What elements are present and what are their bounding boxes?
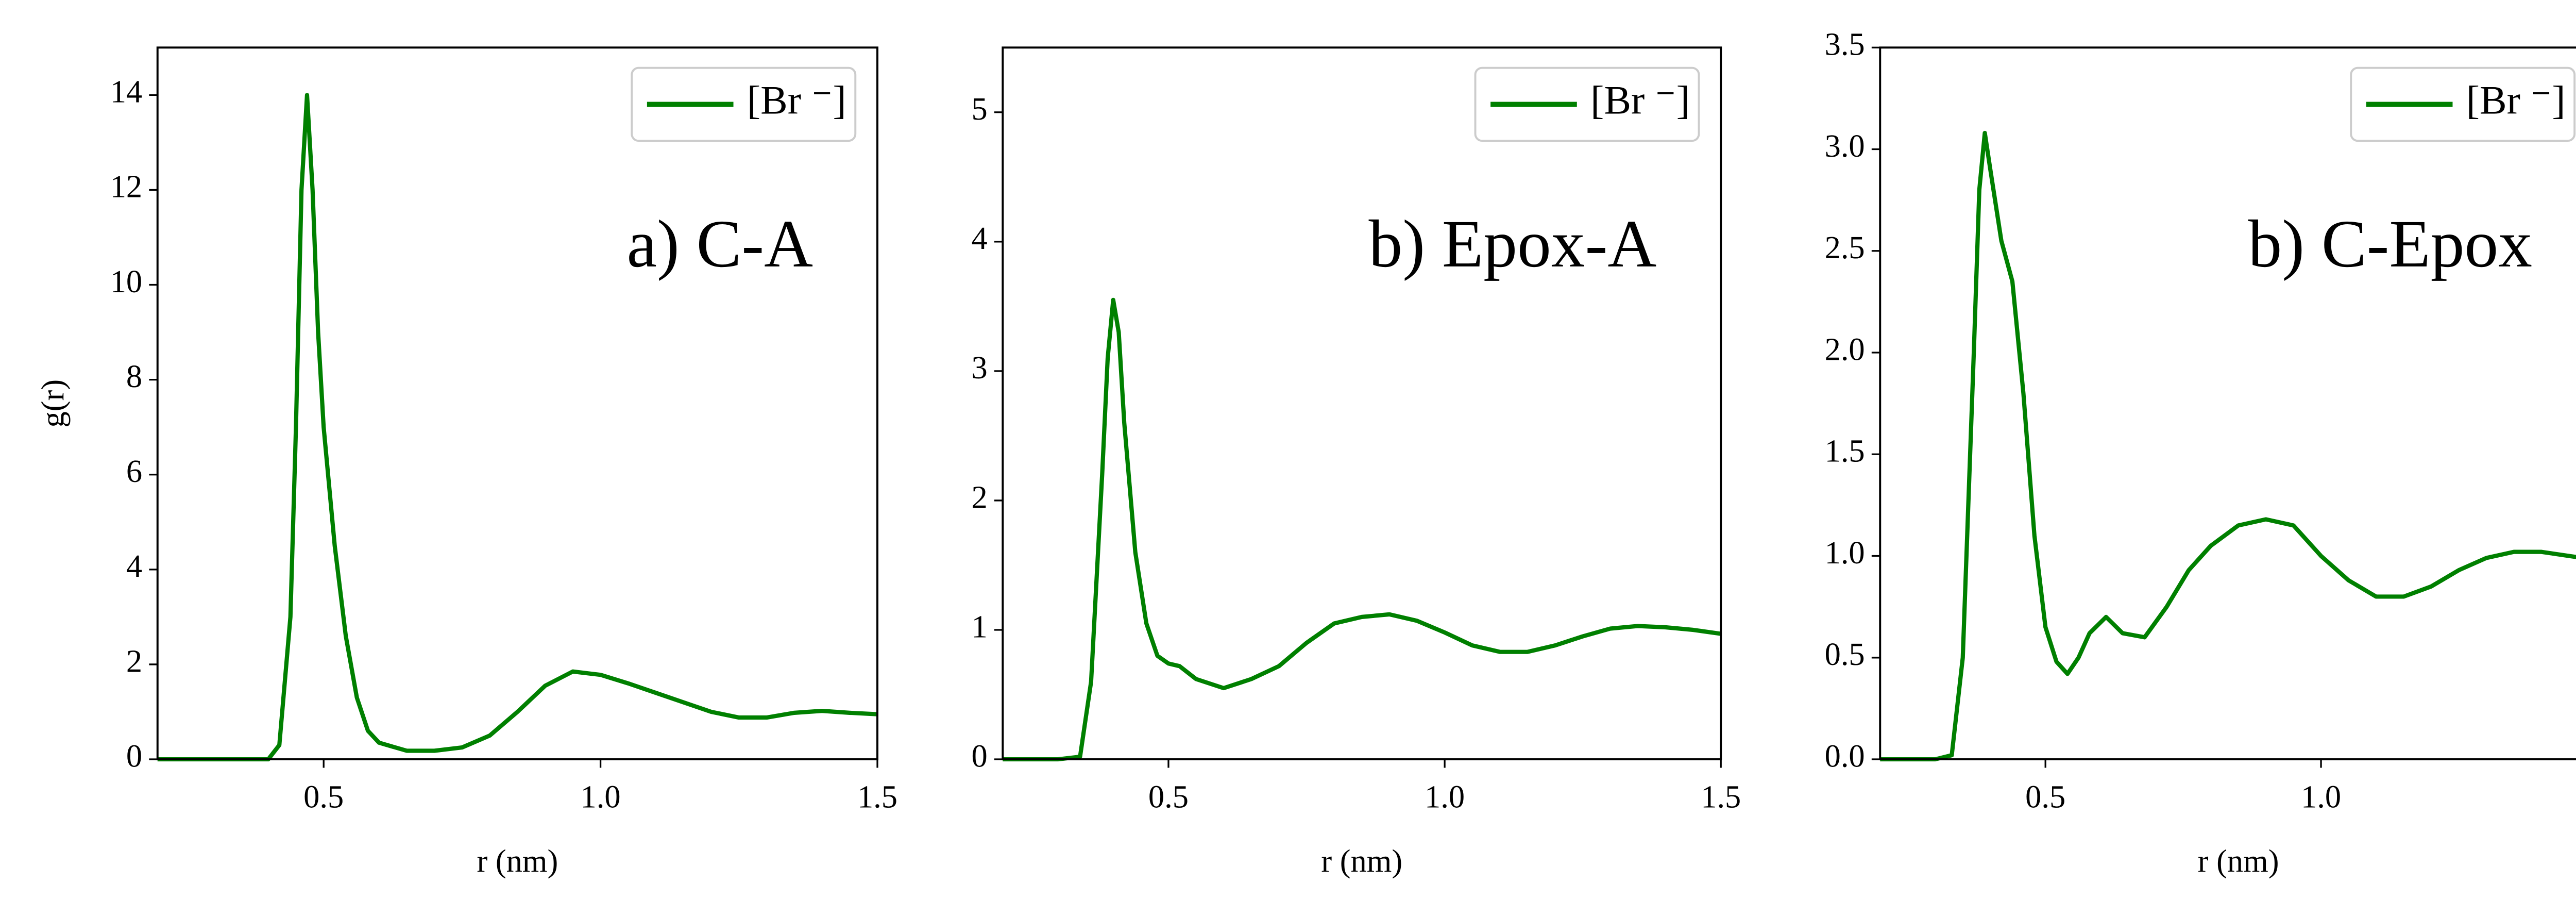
x-tick-label: 1.0 [581,778,621,814]
data-line [1003,297,1721,762]
y-tick-label: 3 [971,349,987,386]
y-tick-label: 0 [126,738,142,774]
y-tick-label: 2.5 [1825,229,1865,265]
x-tick-label: 0.5 [303,778,344,814]
legend-label: [Br ⁻] [747,78,846,123]
x-tick-label: 0.5 [1148,778,1189,814]
y-tick-label: 2.0 [1825,331,1865,367]
legend-label: [Br ⁻] [1590,78,1690,123]
axes-frame [156,46,878,761]
subplot: 0 2 4 6 8 10 12 14 0.5 1.0 1.5 r (nm) g(r) a) C-A [Br … [35,46,897,879]
y-tick-label: 4 [971,220,987,256]
x-tick-label: 1.0 [2301,778,2341,814]
panel-title: a) C-A [627,207,814,281]
x-tick-label: 0.5 [2025,778,2065,814]
legend-label: [Br ⁻] [2466,78,2566,123]
x-axis-label: r (nm) [477,843,558,879]
x-axis-label: r (nm) [1321,843,1402,879]
y-tick-label: 3.5 [1825,26,1865,62]
legend-box [631,66,857,142]
axes-frame [1879,46,2576,761]
y-tick-label: 2 [126,643,142,679]
x-tick-label: 1.5 [857,778,897,814]
y-tick-label: 8 [126,358,142,394]
y-tick-label: 2 [971,479,987,515]
y-tick-label: 1 [971,608,987,644]
y-tick-label: 5 [971,91,987,127]
y-tick-label: 6 [126,453,142,489]
x-tick-label: 1.5 [1701,778,1741,814]
x-axis-label: r (nm) [2198,843,2279,879]
x-tick-label: 1.0 [1425,778,1465,814]
y-tick-label: 12 [110,169,142,205]
y-tick-label: 3.0 [1825,128,1865,164]
y-tick-label: 1.0 [1825,535,1865,571]
subplot: 0 1 2 3 4 5 0.5 1.0 1.5 r (nm) b) Epox-A [Br ⁻] [971,46,1741,879]
data-line [157,93,878,762]
subplot: 0.00.51.01.52.02.53.03.50.51.01.5r (nm)b… [1825,26,2576,879]
y-tick-label: 0.5 [1825,636,1865,672]
y-axis-label: g(r) [35,379,71,428]
y-tick-label: 1.5 [1825,433,1865,469]
panel-title: b) C-Epox [2248,207,2533,281]
y-tick-label: 4 [126,548,142,584]
y-tick-label: 0.0 [1825,738,1865,774]
legend-box [2350,66,2576,142]
data-line [1880,130,2576,762]
y-tick-label: 10 [110,263,142,299]
legend-box [1474,66,1700,142]
panel-title: b) Epox-A [1369,207,1657,281]
axes-frame [1002,46,1722,761]
y-tick-label: 0 [971,738,987,774]
y-tick-label: 14 [110,74,142,110]
